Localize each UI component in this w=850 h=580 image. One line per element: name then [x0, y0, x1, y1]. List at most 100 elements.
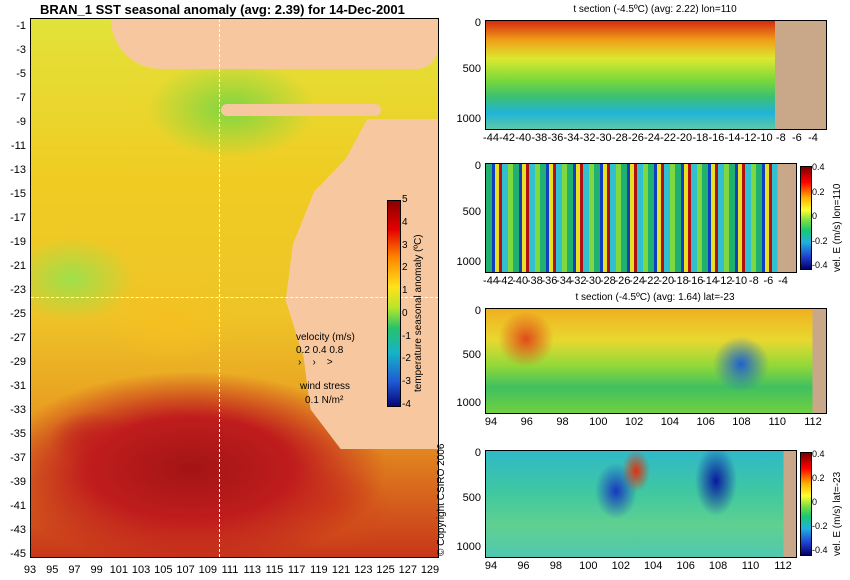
longitude-tick-label: 105 [154, 564, 173, 576]
crosshair-vertical [219, 19, 220, 557]
p2-x-tick-label: -28 [599, 275, 616, 287]
map-colorbar-tick: 1 [402, 285, 408, 297]
p4-x-tick-label: 110 [741, 560, 760, 572]
p2-y-tick-label: 500 [462, 206, 481, 218]
p2-x-tick-label: -20 [658, 275, 675, 287]
p3-x-tick-label: 94 [484, 416, 498, 428]
latitude-tick-label: -13 [10, 164, 26, 176]
panel2-velocity[interactable] [485, 163, 797, 273]
latitude-tick-label: -27 [10, 332, 26, 344]
p1-x-tick-label: -14 [724, 132, 741, 144]
p4-y-tick-label: 0 [474, 446, 481, 459]
p2-colorbar-tick: -0.4 [812, 260, 828, 270]
p3-x-tick-label: 102 [624, 416, 644, 428]
p2-x-tick-label: -16 [687, 275, 704, 287]
p4-x-tick-label: 106 [676, 560, 695, 572]
p1-x-tick-label: -8 [775, 132, 786, 144]
p1-x-tick-label: -26 [627, 132, 644, 144]
map-colorbar-tick: 4 [402, 216, 408, 228]
map-colorbar [387, 200, 401, 407]
longitude-tick-label: 93 [23, 564, 37, 576]
p4-colorbar-tick: -0.4 [812, 545, 828, 555]
latitude-tick-label: -37 [10, 452, 26, 464]
p3-x-tick-label: 112 [804, 416, 822, 428]
p4-colorbar-tick: 0.2 [812, 473, 825, 483]
map-colorbar-tick: 3 [402, 239, 408, 251]
p1-y-tick-label: 0 [474, 17, 481, 29]
sst-anomaly-map[interactable] [30, 18, 439, 558]
p4-y-tick-label: 1000 [456, 541, 481, 554]
map-colorbar-tick: 2 [402, 262, 408, 274]
longitude-tick-label: 101 [109, 564, 129, 576]
map-colorbar-tick: -3 [402, 376, 411, 388]
p4-colorbar-tick: -0.2 [812, 521, 828, 531]
longitude-tick-label: 115 [265, 564, 284, 576]
p2-y-tick-label: 0 [474, 160, 481, 172]
p1-x-tick-label: -40 [515, 132, 532, 144]
p3-y-tick-label: 500 [462, 349, 481, 362]
longitude-tick-label: 107 [176, 564, 195, 576]
latitude-tick-label: -45 [10, 548, 26, 560]
latitude-tick-label: -5 [16, 68, 26, 80]
p2-x-tick-label: -22 [643, 275, 660, 287]
p4-x-tick-label: 102 [611, 560, 630, 572]
p2-x-tick-label: -24 [629, 275, 645, 287]
p4-y-tick-label: 500 [462, 492, 481, 505]
p2-x-tick-label: -12 [716, 275, 733, 287]
latitude-tick-label: -41 [10, 500, 26, 512]
p4-x-tick-label: 98 [549, 560, 562, 572]
p2-x-tick-label: -34 [556, 275, 572, 287]
land-java [221, 104, 381, 116]
latitude-tick-label: -15 [10, 188, 26, 200]
panel2-colorbar [800, 166, 812, 270]
p2-colorbar-tick: -0.2 [812, 235, 828, 246]
map-colorbar-tick: -4 [402, 399, 411, 410]
p2-x-tick-label: -18 [672, 275, 689, 287]
p1-x-tick-label: -38 [531, 132, 548, 144]
p2-x-tick-label: -8 [748, 275, 759, 287]
velocity-values: 0.2 0.4 0.8 [296, 345, 344, 356]
p2-x-tick-label: -32 [570, 275, 587, 287]
land-indonesia [111, 19, 438, 69]
p1-x-tick-label: -28 [611, 132, 628, 144]
p3-x-tick-label: 100 [589, 416, 608, 428]
p2-colorbar-tick: 0.2 [812, 186, 825, 197]
p1-x-tick-label: -18 [692, 132, 709, 144]
p2-x-tick-label: -26 [614, 275, 631, 287]
copyright: © Copyright CSIRO 2006 [436, 443, 447, 556]
panel1-section[interactable] [485, 20, 827, 130]
p2-x-tick-label: -36 [541, 275, 558, 287]
latitude-tick-label: -9 [16, 116, 26, 128]
velocity-arrows: › › > [298, 357, 333, 368]
p2-x-tick-label: -6 [763, 275, 774, 287]
p1-y-tick-label: 500 [462, 63, 481, 75]
p4-x-tick-label: 94 [484, 560, 498, 572]
longitude-tick-label: 109 [198, 564, 217, 576]
longitude-tick-label: 99 [90, 564, 103, 576]
panel1-title: t section (-4.5ºC) (avg: 2.22) lon=110 [573, 4, 737, 15]
p4-x-tick-label: 108 [708, 560, 728, 572]
p1-x-tick-label: -30 [595, 132, 612, 144]
p4-x-tick-label: 112 [774, 560, 792, 572]
p2-colorbar-tick: 0.4 [812, 162, 825, 172]
p1-x-tick-label: -36 [547, 132, 564, 144]
p2-x-tick-label: -44 [483, 275, 499, 287]
p3-y-tick-label: 0 [474, 304, 481, 317]
crosshair-horizontal [31, 297, 438, 298]
p1-x-tick-label: -10 [756, 132, 773, 144]
panel4-velocity[interactable] [485, 450, 797, 558]
p3-x-tick-label: 106 [696, 416, 715, 428]
p1-x-tick-label: -12 [740, 132, 757, 144]
longitude-tick-label: 95 [46, 564, 59, 576]
longitude-tick-label: 129 [420, 564, 440, 576]
latitude-tick-label: -35 [10, 428, 26, 440]
panel3-section[interactable] [485, 308, 827, 414]
latitude-tick-label: -29 [10, 356, 26, 368]
latitude-tick-label: -19 [10, 236, 26, 248]
longitude-tick-label: 123 [354, 564, 373, 576]
latitude-tick-label: -39 [10, 476, 26, 488]
latitude-tick-label: -23 [10, 284, 26, 296]
latitude-tick-label: -21 [10, 260, 26, 272]
longitude-tick-label: 119 [310, 564, 328, 576]
p4-x-tick-label: 104 [644, 560, 663, 572]
